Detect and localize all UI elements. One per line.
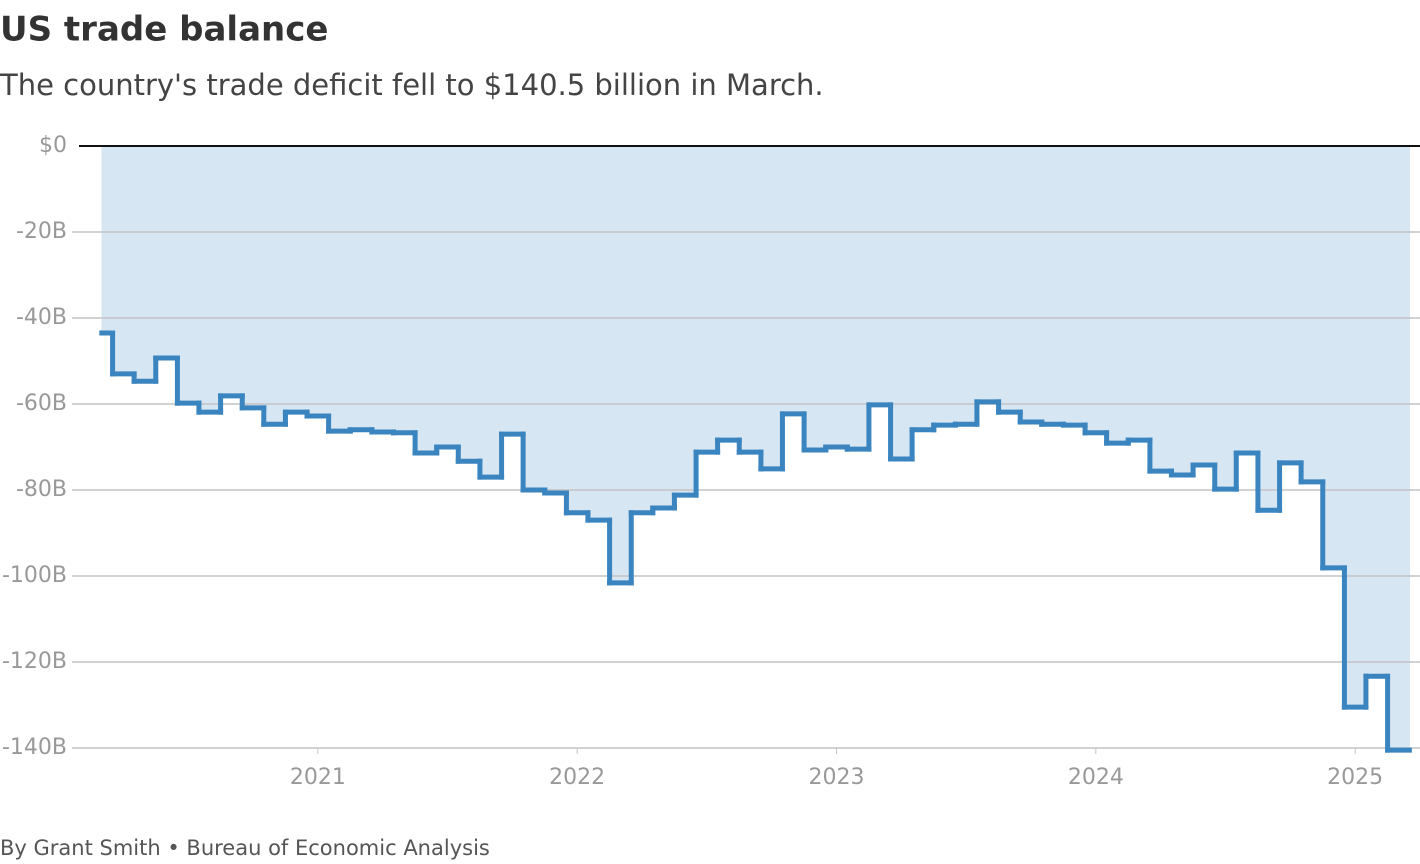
area-segment	[1343, 146, 1367, 708]
x-tick-label: 2025	[1327, 765, 1383, 790]
area-segment	[1235, 146, 1259, 454]
area-segment	[673, 146, 697, 496]
area-segment	[890, 146, 913, 460]
area-segment	[544, 146, 567, 494]
area-segment	[911, 146, 935, 430]
area-segment	[1106, 146, 1129, 444]
area-segment	[479, 146, 503, 478]
chart-subtitle: The country's trade deficit fell to $140…	[0, 68, 824, 102]
area-segment	[695, 146, 719, 453]
area-segment	[933, 146, 956, 426]
area-segment	[630, 146, 654, 513]
y-tick-label: -20B	[16, 219, 67, 244]
area-segment	[1365, 146, 1389, 677]
area-segment	[241, 146, 265, 408]
area-segment	[371, 146, 394, 432]
area-segment	[101, 146, 114, 334]
area-segment	[457, 146, 481, 462]
label-group: $0 -20B -40B -60B -80B -100B -120B -140B 2021 202…	[2, 133, 1383, 790]
y-tick-label: -80B	[16, 477, 67, 502]
area-segment	[825, 146, 848, 447]
area-segment	[738, 146, 762, 453]
source-note: By Grant Smith • Bureau of Economic Anal…	[0, 836, 490, 860]
area-segment	[803, 146, 827, 451]
line-group	[99, 330, 1412, 753]
area-segment	[392, 146, 416, 433]
area-segment	[112, 146, 135, 374]
area-segment	[1170, 146, 1194, 475]
y-tick-label: -60B	[16, 391, 67, 416]
area-segment	[306, 146, 330, 417]
area-group	[101, 146, 1410, 751]
area-segment	[1322, 146, 1345, 568]
area-segment	[176, 146, 200, 404]
area-segment	[609, 146, 632, 583]
y-tick-label: $0	[39, 133, 67, 158]
x-tick-label: 2024	[1068, 765, 1124, 790]
area-segment	[133, 146, 157, 382]
area-segment	[1127, 146, 1151, 441]
area-segment	[1062, 146, 1086, 426]
area-segment	[349, 146, 373, 430]
chart-title: US trade balance	[0, 10, 328, 50]
area-segment	[155, 146, 178, 358]
area-segment	[1387, 146, 1410, 751]
area-segment	[846, 146, 870, 450]
area-segment	[1257, 146, 1281, 511]
area-segment	[781, 146, 805, 414]
x-tick-label: 2021	[290, 765, 346, 790]
area-segment	[652, 146, 675, 509]
area-segment	[284, 146, 308, 413]
y-tick-label: -140B	[2, 735, 67, 760]
area-segment	[501, 146, 524, 435]
area-segment	[198, 146, 222, 413]
area-segment	[998, 146, 1021, 413]
y-tick-label: -100B	[2, 563, 67, 588]
area-segment	[328, 146, 351, 432]
area-segment	[717, 146, 740, 441]
x-tick-label: 2023	[809, 765, 865, 790]
area-segment	[263, 146, 286, 425]
area-segment	[436, 146, 459, 447]
area-segment	[1041, 146, 1064, 425]
area-segment	[1019, 146, 1043, 423]
x-tick-label: 2022	[549, 765, 605, 790]
area-segment	[954, 146, 978, 425]
grid-group	[72, 145, 1420, 754]
area-segment	[760, 146, 783, 469]
area-segment	[565, 146, 589, 513]
y-tick-label: -40B	[16, 305, 67, 330]
y-tick-label: -120B	[2, 649, 67, 674]
area-segment	[414, 146, 438, 454]
area-segment	[868, 146, 892, 405]
area-segment	[1300, 146, 1324, 482]
area-segment	[220, 146, 243, 396]
area-segment	[1149, 146, 1172, 472]
area-segment	[1084, 146, 1108, 433]
area-segment	[976, 146, 1000, 402]
area-segment	[587, 146, 611, 521]
area-segment	[1192, 146, 1216, 466]
area-segment	[1279, 146, 1302, 463]
